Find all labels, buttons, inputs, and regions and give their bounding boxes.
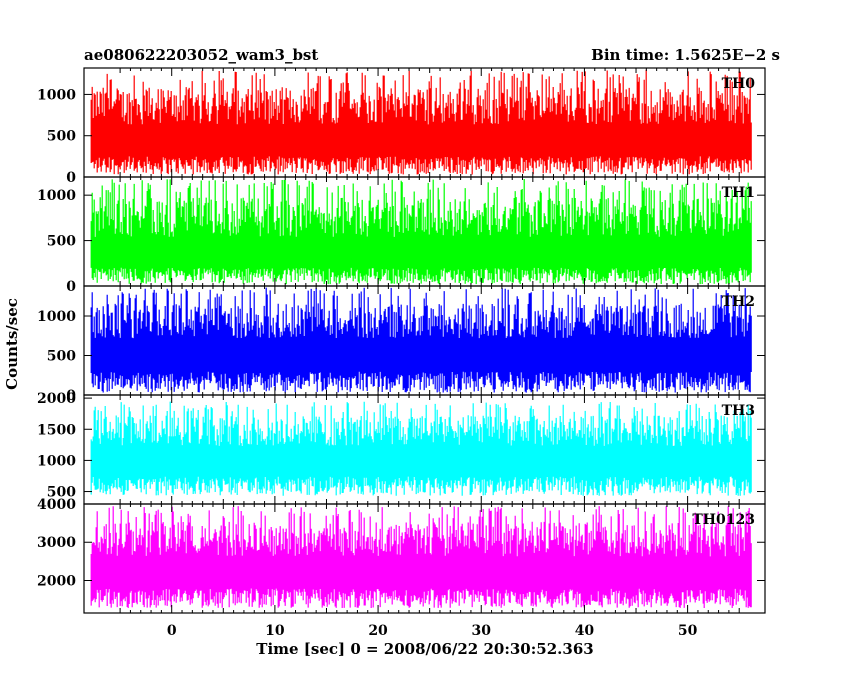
panel-label-th2: TH2 <box>722 294 755 310</box>
x-tick-label: 50 <box>678 623 698 639</box>
y-tick-label: 500 <box>47 234 76 250</box>
y-tick-label: 4000 <box>37 497 76 513</box>
x-tick-label: 40 <box>575 623 595 639</box>
panel-label-th3: TH3 <box>722 403 755 419</box>
series-th2 <box>90 287 752 393</box>
y-tick-label: 500 <box>47 349 76 365</box>
y-tick-label: 1000 <box>37 453 76 469</box>
panel-th0123: 2000 3000 4000 TH0123 <box>37 497 766 614</box>
panel-label-th0: TH0 <box>722 76 756 92</box>
panel-label-th0123: TH0123 <box>692 512 755 528</box>
panel-th2: 0 500 1000 TH2 <box>37 285 766 404</box>
y-tick-label: 0 <box>66 279 76 295</box>
x-tick-label: 20 <box>368 623 388 639</box>
x-axis: 0 10 20 30 40 50 <box>167 623 698 639</box>
series-th0123 <box>90 506 752 608</box>
series-th3 <box>90 401 752 496</box>
y-tick-label: 1000 <box>37 87 76 103</box>
y-tick-label: 1500 <box>37 422 76 438</box>
x-axis-label: Time [sec] 0 = 2008/06/22 20:30:52.363 <box>256 640 593 658</box>
y-tick-label: 500 <box>47 129 76 145</box>
series-th1 <box>90 179 752 285</box>
y-tick-label: 500 <box>47 485 76 501</box>
panel-th0: 0 500 1000 TH0 <box>37 67 766 186</box>
y-tick-label: 2000 <box>37 573 76 589</box>
y-tick-label: 0 <box>66 170 76 186</box>
x-tick-label: 30 <box>472 623 492 639</box>
y-tick-label: 0 <box>66 388 76 404</box>
series-th0 <box>90 69 752 175</box>
panel-frame <box>83 503 766 614</box>
x-tick-label: 10 <box>265 623 285 639</box>
y-tick-label: 1000 <box>37 309 76 325</box>
chart-title-left: ae080622203052_wam3_bst <box>84 46 318 64</box>
panel-th3: 500 1000 1500 2000 TH3 <box>37 391 766 505</box>
y-tick-label: 2000 <box>37 391 76 407</box>
panel-th1: 0 500 1000 TH1 <box>37 176 766 295</box>
panels-group: 0 500 1000 TH0 0 500 1000 TH1 0 500 1000 TH2 500 1000… <box>37 67 766 614</box>
y-tick-label: 3000 <box>37 535 76 551</box>
panel-label-th1: TH1 <box>722 185 755 201</box>
x-tick-label: 0 <box>167 623 177 639</box>
y-axis-label: Counts/sec <box>3 298 21 390</box>
y-tick-label: 1000 <box>37 188 76 204</box>
chart-title-right: Bin time: 1.5625E−2 s <box>591 46 780 64</box>
